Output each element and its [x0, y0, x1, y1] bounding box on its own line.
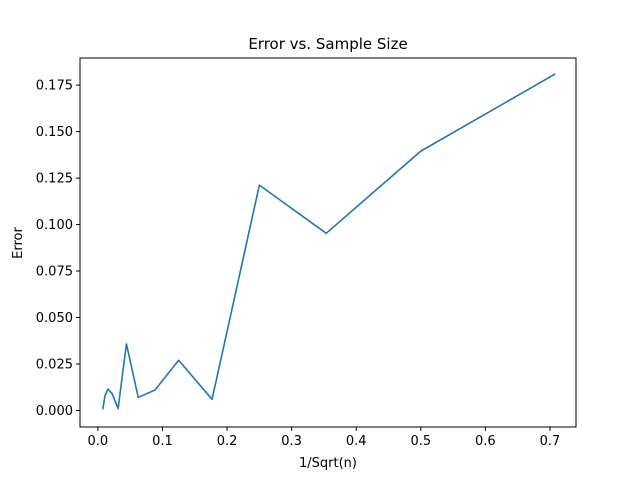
series-line: [102, 73, 556, 410]
x-tick-label: 0.7: [540, 434, 561, 449]
x-tick-label: 0.4: [346, 434, 367, 449]
chart-title: Error vs. Sample Size: [248, 35, 407, 53]
x-axis-ticks: 0.0 0.1 0.2 0.3 0.4 0.5 0.6 0.7: [88, 427, 561, 449]
y-axis-label: Error: [11, 227, 26, 259]
y-tick-label: 0.025: [36, 357, 73, 372]
y-tick-label: 0.125: [36, 172, 73, 187]
x-tick-label: 0.2: [217, 434, 238, 449]
x-tick-label: 0.6: [475, 434, 496, 449]
x-tick-label: 0.0: [88, 434, 109, 449]
x-tick-label: 0.1: [152, 434, 173, 449]
y-tick-label: 0.175: [36, 79, 73, 94]
axes-frame: [79, 57, 577, 428]
y-axis-ticks: 0.000 0.025 0.050 0.075 0.100 0.125 0.150 0.175: [36, 79, 80, 419]
y-tick-label: 0.100: [36, 218, 73, 233]
y-tick-label: 0.050: [36, 311, 73, 326]
y-tick-label: 0.000: [36, 404, 73, 419]
x-axis-label: 1/Sqrt(n): [299, 456, 357, 471]
y-tick-label: 0.075: [36, 265, 73, 280]
x-tick-label: 0.3: [281, 434, 302, 449]
x-tick-label: 0.5: [410, 434, 431, 449]
plot-area: [102, 73, 556, 410]
y-tick-label: 0.150: [36, 125, 73, 140]
